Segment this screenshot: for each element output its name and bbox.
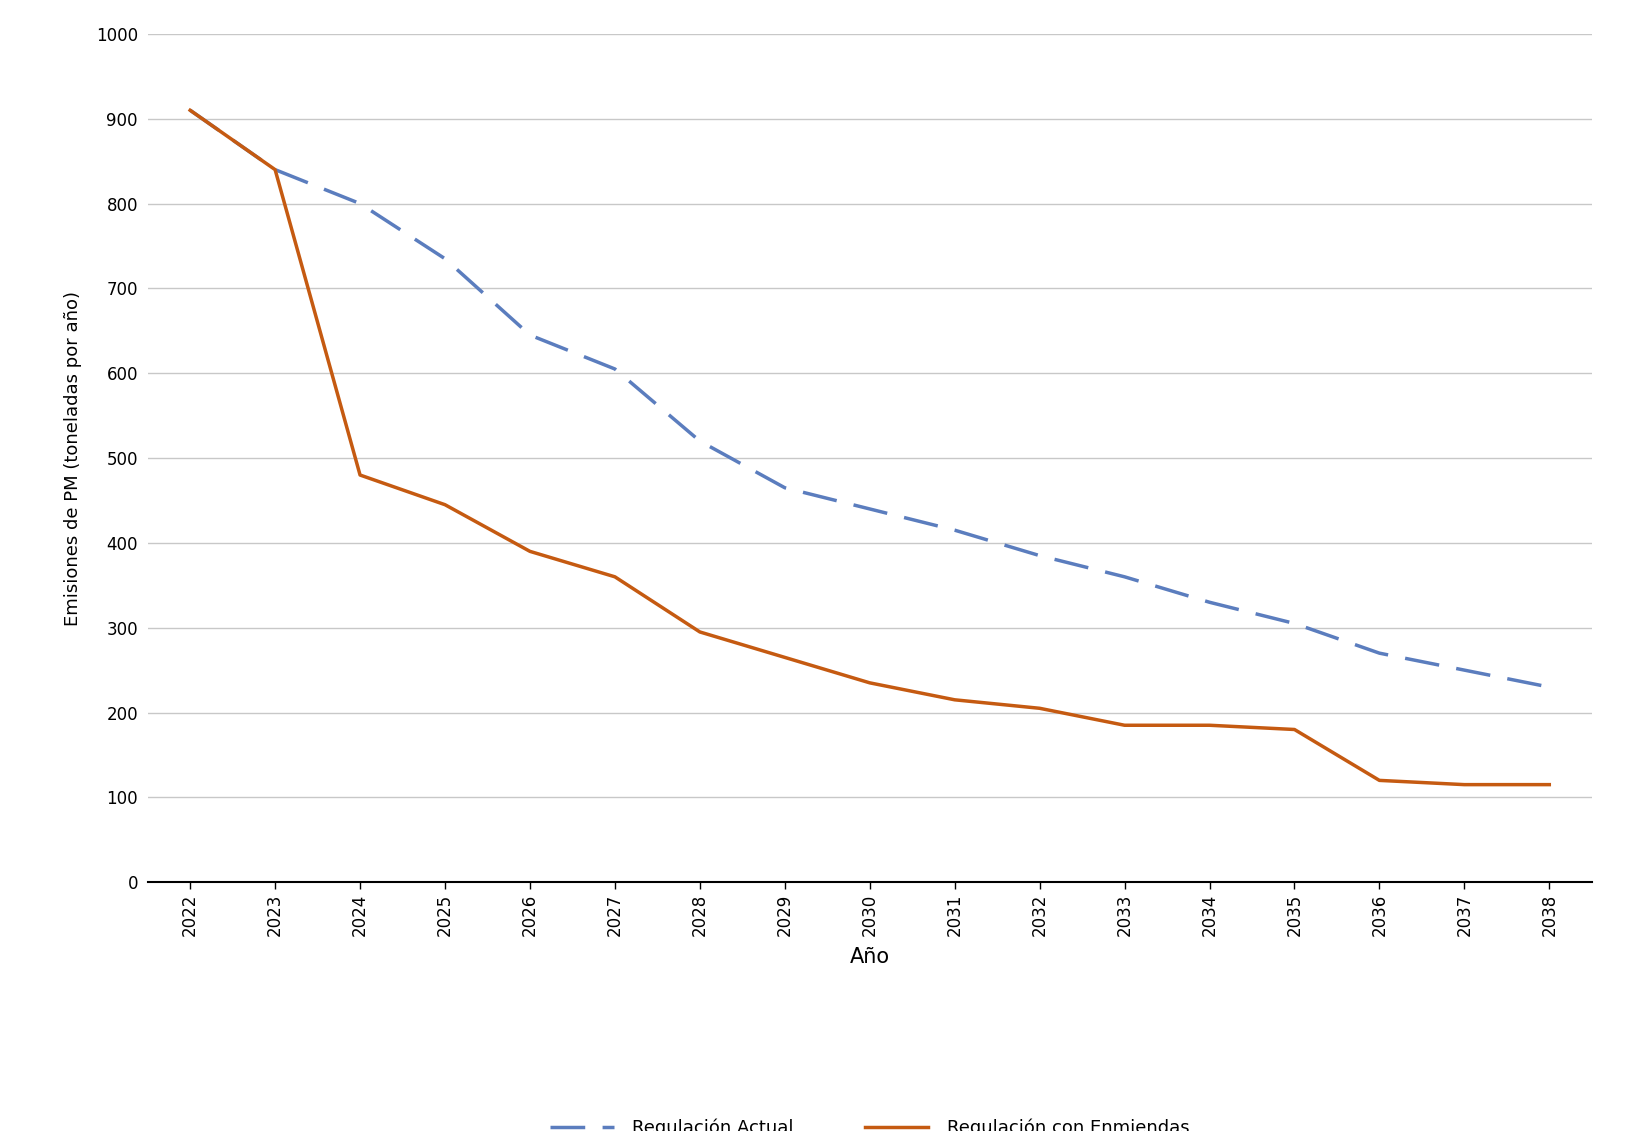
Legend: Regulación Actual, Regulación con Enmiendas: Regulación Actual, Regulación con Enmien… — [543, 1112, 1196, 1131]
Y-axis label: Emisiones de PM (toneladas por año): Emisiones de PM (toneladas por año) — [64, 291, 82, 625]
X-axis label: Año: Año — [850, 948, 889, 967]
